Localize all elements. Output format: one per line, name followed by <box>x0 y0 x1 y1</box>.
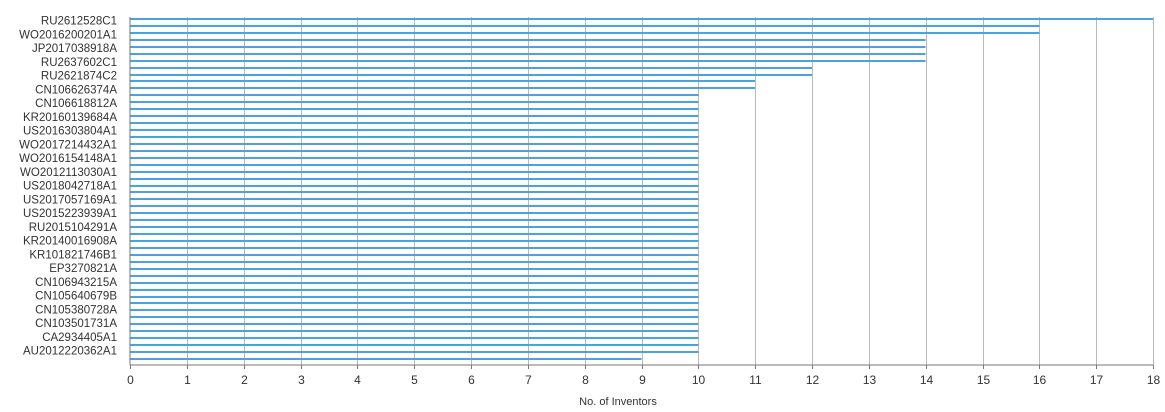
category-label: CN105380728A <box>35 304 117 316</box>
x-tick-label: 12 <box>806 373 820 387</box>
x-tick-labels: 0 1 2 3 4 5 6 7 8 9 10 11 12 13 14 15 16 17 18 <box>127 365 1160 387</box>
x-tick-label: 2 <box>241 373 248 387</box>
category-label: RU2621874C2 <box>41 71 117 83</box>
x-tick-label: 16 <box>1033 373 1047 387</box>
category-label: CN105640679B <box>35 291 117 303</box>
x-tick-label: 4 <box>354 373 361 387</box>
category-label: WO2012113030A1 <box>20 167 117 179</box>
category-label: RU2637602C1 <box>41 57 117 69</box>
x-tick-label: 18 <box>1147 373 1161 387</box>
category-label: US2018042718A1 <box>23 181 117 193</box>
category-label: US2017057169A1 <box>23 194 117 206</box>
category-label: KR20160139684A <box>23 112 117 124</box>
category-label: US2016303804A1 <box>23 126 117 138</box>
x-tick-label: 14 <box>920 373 934 387</box>
x-tick-label: 11 <box>749 373 762 387</box>
x-tick-label: 7 <box>525 373 532 387</box>
category-label: CN106626374A <box>35 84 117 96</box>
category-label: WO2016154148A1 <box>19 153 117 165</box>
x-tick-label: 0 <box>127 373 134 387</box>
x-tick-label: 17 <box>1090 373 1104 387</box>
x-tick-label: 5 <box>411 373 418 387</box>
category-label: CA2934405A1 <box>42 332 117 344</box>
category-label: WO2017214432A1 <box>19 139 117 151</box>
category-label: US2015223939A1 <box>23 208 117 220</box>
x-axis-title: No. of Inventors <box>579 396 657 408</box>
x-tick-label: 15 <box>977 373 991 387</box>
category-label: CN103501731A <box>35 318 117 330</box>
category-label: RU2612528C1 <box>41 16 117 28</box>
x-axis <box>129 17 1153 366</box>
category-label: KR101821746B1 <box>29 249 117 261</box>
category-label: KR20140016908A <box>23 236 117 248</box>
category-label: CN106943215A <box>35 277 117 289</box>
x-tick-label: 1 <box>184 373 191 387</box>
x-tick-label: 13 <box>863 373 877 387</box>
x-tick-label: 10 <box>692 373 706 387</box>
category-label: CN106618812A <box>35 98 117 110</box>
category-label: JP2017038918A <box>32 43 117 55</box>
category-label: WO2016200201A1 <box>19 29 117 41</box>
x-tick-label: 6 <box>468 373 475 387</box>
x-tick-label: 3 <box>298 373 305 387</box>
category-label: AU2012220362A1 <box>23 346 117 358</box>
category-label: EP3270821A <box>49 263 117 275</box>
x-tick-label: 8 <box>582 373 589 387</box>
bars <box>130 18 1153 360</box>
category-label: RU2015104291A <box>29 222 118 234</box>
x-tick-label: 9 <box>639 373 646 387</box>
